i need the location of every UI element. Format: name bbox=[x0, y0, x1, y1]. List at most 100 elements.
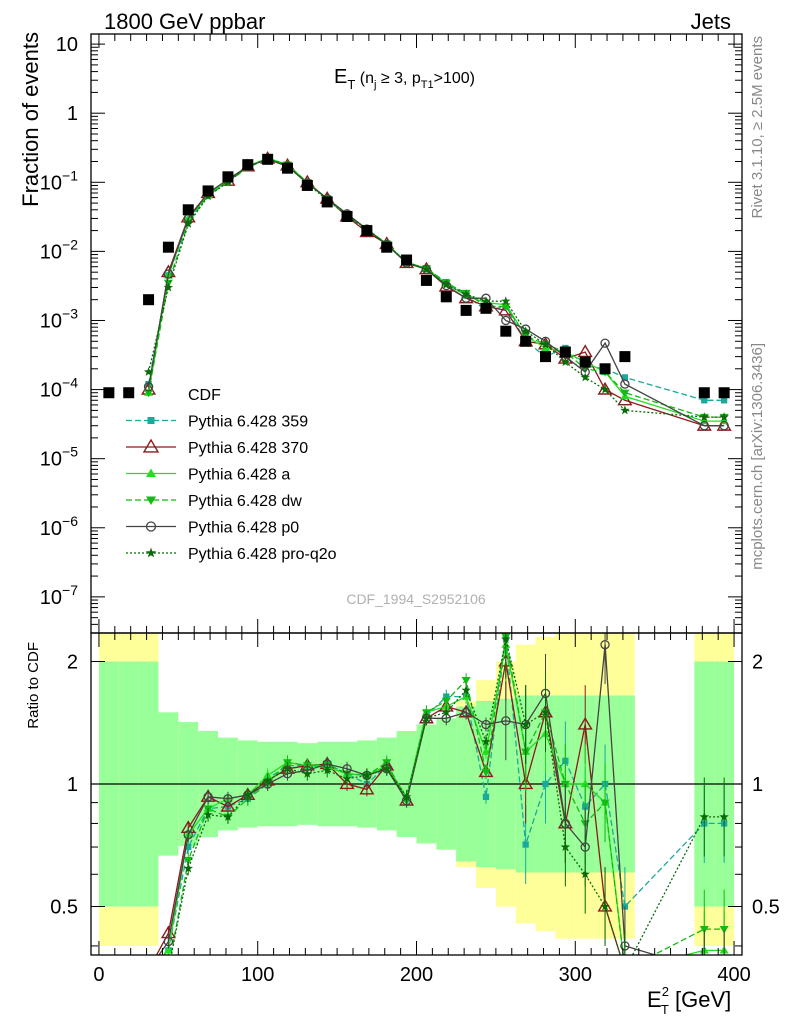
rivet-label: Rivet 3.1.10, ≥ 2.5M events bbox=[749, 36, 766, 219]
data-point bbox=[520, 335, 532, 347]
data-point bbox=[301, 179, 313, 191]
point bbox=[203, 809, 213, 819]
point bbox=[302, 768, 312, 778]
x-axis-label: E2 T [GeV] bbox=[647, 984, 731, 1017]
data-point bbox=[202, 185, 214, 197]
legend-label: CDF bbox=[188, 387, 221, 404]
data-point bbox=[599, 363, 611, 375]
series-line bbox=[147, 158, 725, 427]
point bbox=[521, 326, 531, 336]
point bbox=[322, 765, 332, 775]
point bbox=[719, 925, 729, 934]
title-nsub: j bbox=[373, 79, 376, 91]
point bbox=[143, 367, 154, 376]
point bbox=[720, 397, 728, 404]
point bbox=[146, 468, 156, 477]
point bbox=[421, 713, 432, 723]
xlabel-main: E bbox=[647, 987, 662, 1012]
y-tick-label: 10−7 bbox=[40, 582, 78, 609]
main-frame bbox=[90, 33, 743, 634]
data-point bbox=[182, 204, 194, 216]
y-tick-label: 10−6 bbox=[40, 513, 78, 540]
title-sub: T bbox=[347, 77, 355, 92]
point bbox=[577, 716, 593, 730]
point bbox=[142, 438, 160, 453]
x-tick-label: 200 bbox=[400, 964, 433, 986]
point bbox=[441, 279, 451, 289]
series-1-main bbox=[141, 150, 732, 431]
point bbox=[421, 264, 432, 274]
point bbox=[362, 770, 372, 780]
data-point bbox=[242, 159, 254, 171]
y-tick-label: 10−3 bbox=[40, 305, 78, 332]
y-tick-label: 10 bbox=[56, 34, 78, 56]
series-5-ratio bbox=[170, 633, 729, 955]
point bbox=[482, 793, 490, 800]
point bbox=[147, 417, 155, 424]
plot-title: ET (nj ≥ 3, pT1>100) bbox=[334, 66, 475, 92]
data-point bbox=[540, 351, 552, 363]
point bbox=[522, 841, 529, 848]
data-point bbox=[381, 241, 393, 253]
y-tick-label: 10−4 bbox=[40, 375, 78, 402]
point bbox=[145, 521, 157, 532]
header-left: 1800 GeV ppbar bbox=[104, 9, 265, 34]
series-0-main bbox=[145, 155, 728, 404]
point bbox=[342, 773, 352, 783]
point bbox=[501, 716, 511, 726]
data-point bbox=[440, 291, 452, 303]
series-line bbox=[147, 157, 725, 427]
data-point bbox=[401, 254, 413, 266]
point bbox=[719, 412, 729, 422]
data-point bbox=[162, 241, 174, 253]
point bbox=[481, 719, 491, 730]
data-point bbox=[222, 171, 234, 183]
point bbox=[461, 685, 471, 695]
data-point bbox=[262, 153, 274, 165]
point bbox=[461, 289, 471, 299]
point bbox=[243, 790, 253, 799]
series-line bbox=[147, 158, 725, 418]
point bbox=[203, 792, 213, 802]
point bbox=[183, 863, 193, 873]
point bbox=[143, 382, 154, 392]
point bbox=[481, 296, 491, 306]
point bbox=[699, 925, 709, 934]
data-point bbox=[698, 387, 710, 399]
data-point bbox=[420, 274, 432, 286]
title-middle: ≥ 3, p bbox=[376, 70, 420, 87]
point bbox=[481, 736, 491, 746]
series-line bbox=[147, 157, 725, 418]
ratio-y-tick-label: 2 bbox=[67, 652, 78, 674]
xlabel-unit: [GeV] bbox=[669, 987, 731, 1012]
title-psub: T1 bbox=[421, 79, 434, 91]
x-tick-label: 100 bbox=[241, 964, 274, 986]
point bbox=[183, 218, 193, 228]
data-point bbox=[579, 356, 591, 368]
series-line bbox=[147, 157, 725, 422]
series-5-main bbox=[143, 153, 729, 422]
point bbox=[339, 776, 355, 790]
legend-entry-0: Pythia 6.428 359 bbox=[126, 414, 308, 431]
point bbox=[620, 405, 630, 415]
point bbox=[223, 812, 233, 821]
data-point bbox=[123, 387, 135, 399]
legend-entry-4: Pythia 6.428 p0 bbox=[126, 520, 299, 537]
ratio-y-tick-label: 0.5 bbox=[50, 896, 78, 918]
legend-label: Pythia 6.428 a bbox=[188, 467, 290, 484]
point bbox=[542, 780, 549, 788]
point bbox=[481, 768, 491, 777]
point bbox=[620, 389, 630, 398]
xlabel-sub: T bbox=[661, 1002, 669, 1017]
xlabel-sup: 2 bbox=[662, 984, 669, 999]
point bbox=[163, 936, 174, 947]
point bbox=[701, 397, 708, 404]
ratio-y-tick-label-right: 2 bbox=[752, 652, 763, 674]
point bbox=[600, 384, 610, 394]
data-point bbox=[718, 387, 730, 399]
point bbox=[577, 344, 593, 358]
point bbox=[600, 799, 610, 808]
legend-entry-2: Pythia 6.428 a bbox=[126, 467, 290, 484]
series-line bbox=[147, 157, 725, 401]
